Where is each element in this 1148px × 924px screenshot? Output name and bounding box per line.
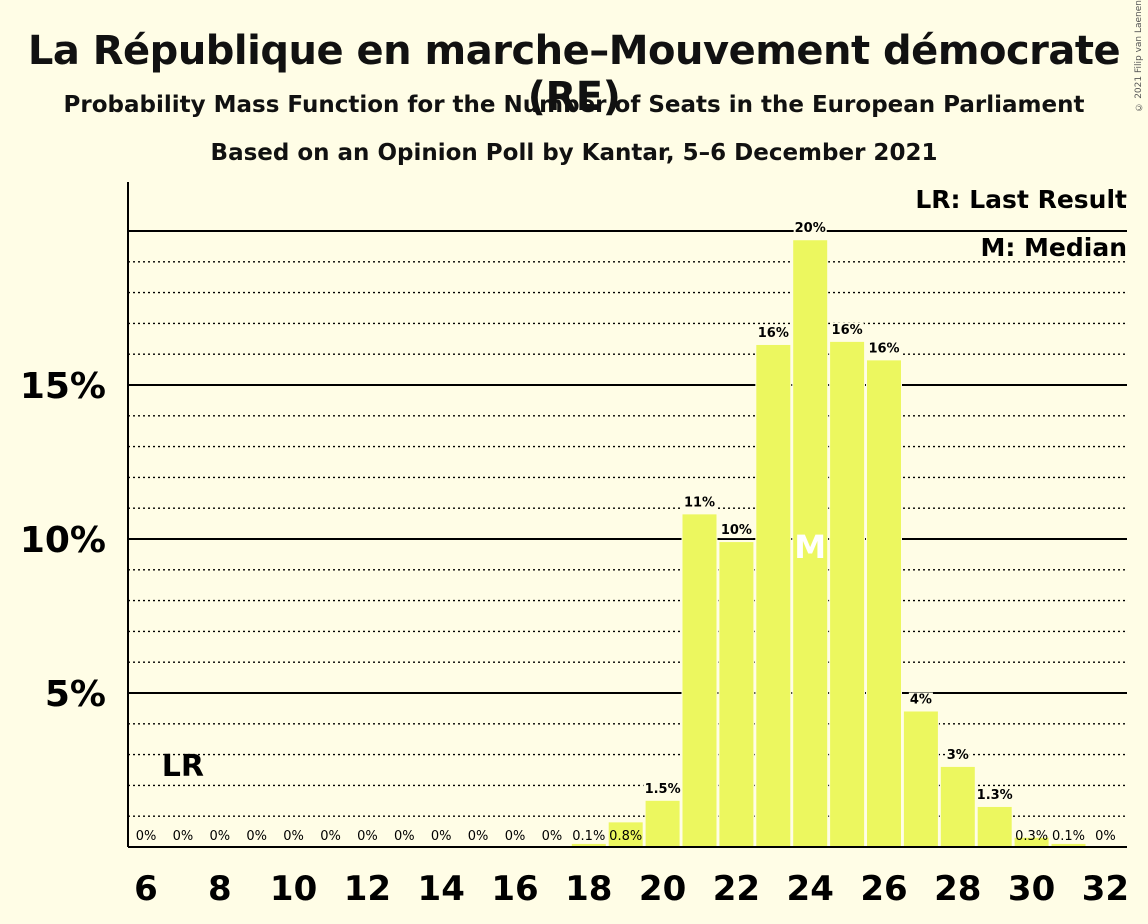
x-tick-label: 20 xyxy=(639,869,686,909)
bar xyxy=(830,341,865,847)
bar-value-label: 0% xyxy=(320,829,341,844)
bar-value-label: 1.5% xyxy=(645,782,681,797)
bar-value-label: 11% xyxy=(684,495,715,510)
bar-value-label: 4% xyxy=(910,692,932,707)
bar-value-label: 0% xyxy=(431,829,452,844)
x-tick-label: 18 xyxy=(565,869,612,909)
x-tick-label: 12 xyxy=(344,869,391,909)
x-tick-label: 10 xyxy=(270,869,317,909)
bar-value-label: 0% xyxy=(468,829,489,844)
x-tick-label: 26 xyxy=(860,869,907,909)
x-tick-label: 28 xyxy=(934,869,981,909)
bar xyxy=(571,843,606,847)
bar-value-label: 20% xyxy=(795,221,826,236)
x-tick-label: 6 xyxy=(134,869,158,909)
bar-labels: 0% 0% 0% 0% 0% 0% 0% 0% 0% 0% 0% 0% 0.1% 0.8% 1.5% 11% 1… xyxy=(136,221,1116,844)
bar xyxy=(1014,837,1049,847)
label-backdrop xyxy=(793,221,827,237)
bar-value-label: 10% xyxy=(721,523,752,538)
bar xyxy=(867,360,901,847)
bars xyxy=(570,239,1087,848)
bar xyxy=(756,344,791,847)
label-backdrop xyxy=(908,692,933,708)
bar-value-label: 16% xyxy=(758,326,789,341)
bar-value-label: 16% xyxy=(868,341,899,356)
bar-value-label: 0% xyxy=(209,829,230,844)
bar xyxy=(719,542,754,847)
bar xyxy=(1051,843,1086,847)
bar xyxy=(977,806,1012,847)
chart-subtitle: Probability Mass Function for the Number… xyxy=(63,92,1085,118)
bar xyxy=(682,514,717,847)
chart-title: La République en marche–Mouvement démocr… xyxy=(27,28,1121,120)
bar-value-label: 0% xyxy=(505,829,526,844)
label-backdrop xyxy=(756,325,790,341)
label-backdrop xyxy=(867,341,901,357)
grid-lines xyxy=(128,230,1127,817)
y-tick-label: 5% xyxy=(45,674,106,715)
bar-value-label: 0.1% xyxy=(1052,829,1085,844)
x-tick-label: 16 xyxy=(491,869,538,909)
x-tick-label: 30 xyxy=(1008,869,1055,909)
bar xyxy=(793,240,828,848)
bar-value-label: 0% xyxy=(246,829,267,844)
label-backdrop xyxy=(719,523,753,539)
x-tick-label: 14 xyxy=(418,869,465,909)
bar-value-label: 0% xyxy=(173,829,194,844)
label-backdrop xyxy=(643,781,682,797)
bar-value-label: 0% xyxy=(136,829,157,844)
bar-value-label: 0.3% xyxy=(1015,829,1048,844)
bar-value-label: 0.1% xyxy=(572,829,605,844)
last-result-marker: LR xyxy=(162,749,204,784)
bar xyxy=(940,766,975,847)
bar-value-label: 0% xyxy=(542,829,563,844)
label-backdrop xyxy=(830,322,864,338)
label-backdrop xyxy=(975,787,1014,803)
bar-value-label: 0% xyxy=(357,829,378,844)
label-backdrop xyxy=(945,747,970,763)
bar-value-label: 1.3% xyxy=(977,788,1013,803)
chart-source: Based on an Opinion Poll by Kantar, 5–6 … xyxy=(210,140,938,166)
bar-value-label: 3% xyxy=(947,748,969,763)
bar-value-label: 0% xyxy=(1095,829,1116,844)
bar-value-label: 16% xyxy=(832,323,863,338)
bar-value-label: 0% xyxy=(283,829,304,844)
bar xyxy=(608,822,643,847)
x-tick-label: 24 xyxy=(787,869,834,909)
x-tick-label: 32 xyxy=(1082,869,1129,909)
x-tick-label: 22 xyxy=(713,869,760,909)
axes: 5% 10% 15% 6 8 10 12 14 16 18 20 22 24 26 28 30 32 xyxy=(20,182,1129,909)
y-tick-label: 10% xyxy=(20,520,106,561)
bar-value-label: 0.8% xyxy=(609,829,642,844)
bar-value-label: 0% xyxy=(394,829,415,844)
legend-last-result: LR: Last Result xyxy=(915,185,1127,214)
legend-median: M: Median xyxy=(980,233,1127,262)
median-marker: M xyxy=(794,528,826,566)
label-backdrop xyxy=(682,495,717,511)
y-tick-label: 15% xyxy=(20,366,106,407)
x-tick-label: 8 xyxy=(208,869,232,909)
bar xyxy=(645,800,680,847)
bar xyxy=(903,711,938,847)
